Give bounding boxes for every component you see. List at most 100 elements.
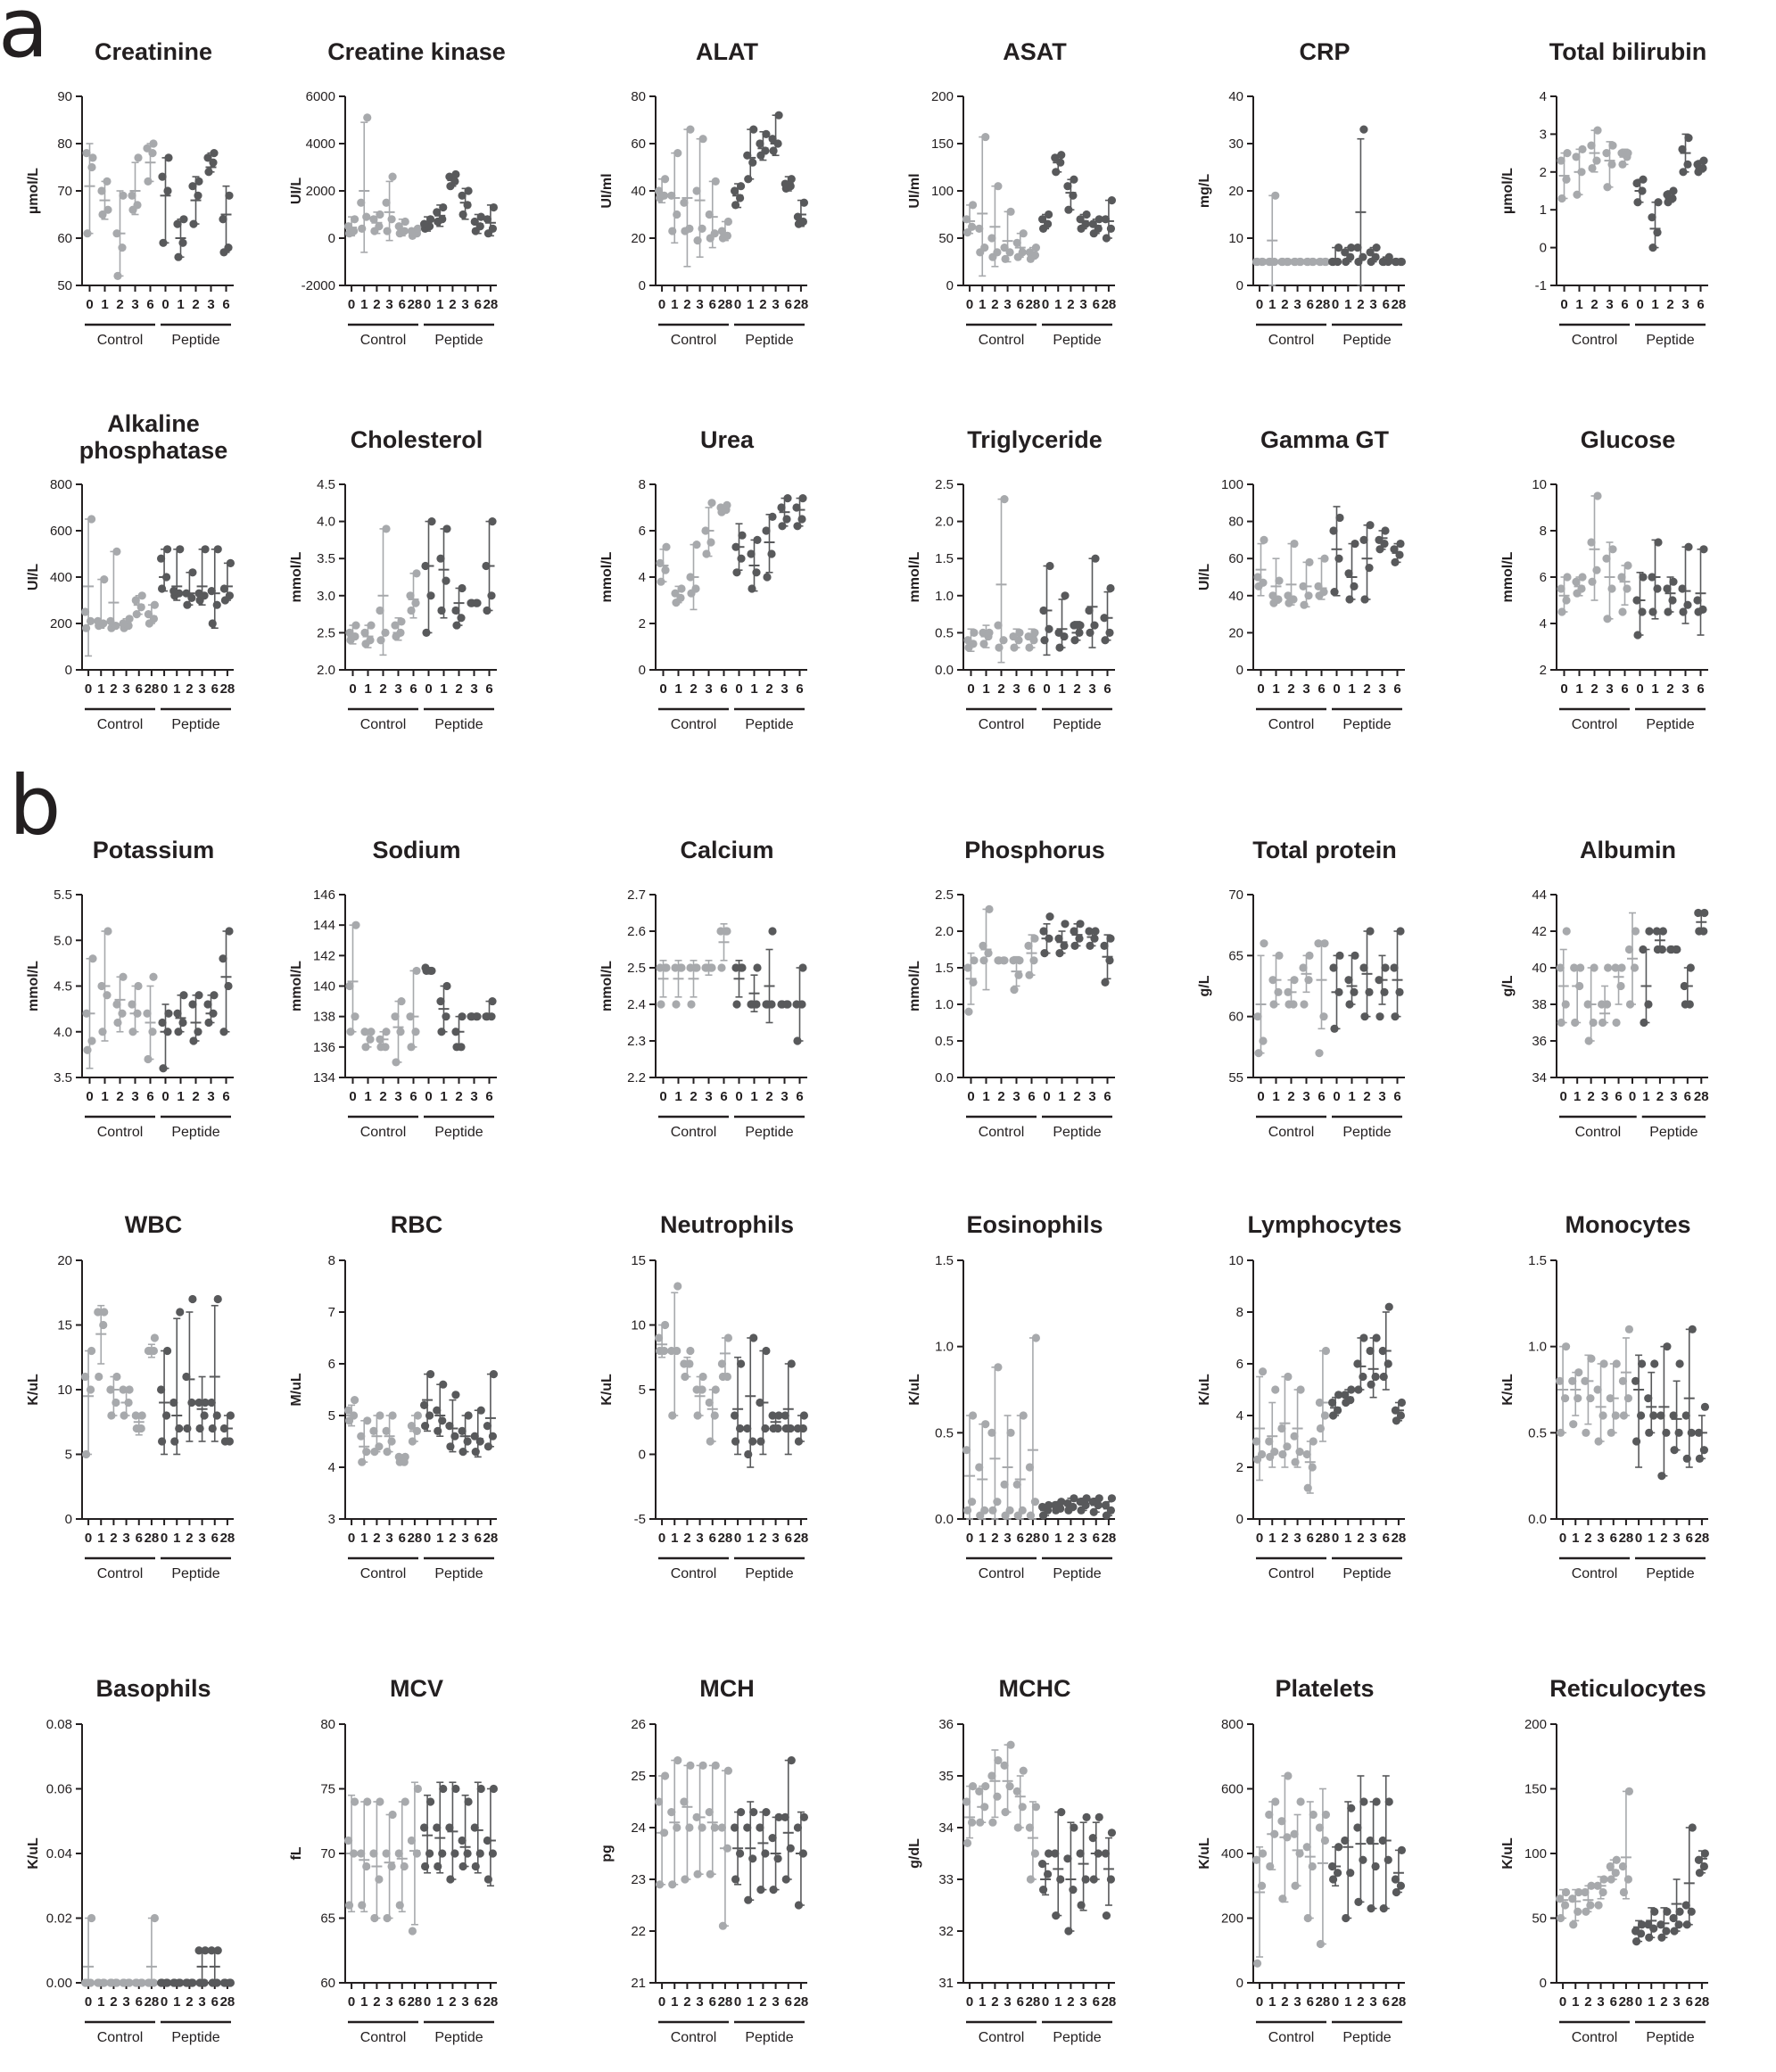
data-point xyxy=(1574,1907,1582,1916)
y-tick-label: 3.5 xyxy=(54,1070,72,1086)
x-tick-label: 6 xyxy=(1383,297,1390,312)
data-point xyxy=(1025,248,1035,257)
x-tick-label: 1 xyxy=(747,297,754,312)
x-tick-label: 6 xyxy=(1686,1994,1693,2010)
data-point xyxy=(103,991,112,1000)
y-tick-label: 80 xyxy=(57,136,72,152)
data-point xyxy=(411,598,420,607)
x-tick-label: 6 xyxy=(146,297,153,312)
chart-title: Creatinine xyxy=(95,38,212,65)
data-point xyxy=(219,584,229,593)
data-point xyxy=(1618,1861,1628,1871)
data-point xyxy=(1572,153,1581,161)
x-tick-label: 28 xyxy=(145,681,160,697)
data-point xyxy=(1381,526,1390,535)
data-point xyxy=(1037,215,1047,224)
data-point xyxy=(979,640,988,648)
data-point xyxy=(979,628,987,638)
x-tick-label: 2 xyxy=(759,297,766,312)
data-point xyxy=(1251,257,1261,267)
y-tick-label: 60 xyxy=(57,231,72,246)
data-point xyxy=(442,524,451,533)
data-point xyxy=(452,621,461,630)
data-point xyxy=(97,981,106,991)
y-axis-label: mg/L xyxy=(1197,174,1212,208)
y-tick-label: 200 xyxy=(50,616,72,632)
data-point xyxy=(97,186,106,195)
data-point xyxy=(692,186,701,195)
data-point xyxy=(201,545,210,554)
x-tick-label: 2 xyxy=(1666,297,1673,312)
data-point xyxy=(458,210,467,219)
data-point xyxy=(1602,149,1611,158)
x-tick-label: 1 xyxy=(1572,1994,1579,2010)
data-point xyxy=(1648,244,1657,252)
data-point xyxy=(1259,578,1268,587)
x-tick-label: 28 xyxy=(220,681,235,697)
data-point xyxy=(433,208,442,217)
data-point xyxy=(212,600,221,609)
x-tick-label: 0 xyxy=(348,297,355,312)
x-tick-label: 0 xyxy=(967,681,974,697)
data-point xyxy=(1040,636,1049,645)
data-point xyxy=(376,210,384,219)
y-tick-label: 0 xyxy=(639,278,646,293)
data-point xyxy=(673,210,681,219)
data-point xyxy=(1683,160,1692,169)
data-point xyxy=(83,1045,92,1054)
data-point xyxy=(133,201,142,210)
y-tick-label: 4.0 xyxy=(54,1025,72,1040)
data-point xyxy=(763,573,772,582)
data-point xyxy=(383,227,392,235)
data-point xyxy=(702,549,711,558)
data-point xyxy=(1587,538,1596,547)
data-point xyxy=(768,512,777,522)
data-point xyxy=(692,541,701,549)
data-point xyxy=(438,215,447,224)
y-tick-label: 5.0 xyxy=(54,933,72,948)
y-tick-label: 0 xyxy=(1540,241,1547,256)
y-axis-label: UI/L xyxy=(26,564,41,590)
x-tick-label: 6 xyxy=(136,681,143,697)
data-point xyxy=(716,503,725,512)
data-point xyxy=(1593,1881,1602,1890)
data-point xyxy=(1638,186,1647,195)
x-tick-label: 1 xyxy=(360,297,368,312)
y-tick-label: 80 xyxy=(1228,515,1243,530)
x-tick-label: 6 xyxy=(146,1089,153,1104)
data-point xyxy=(1391,557,1400,566)
data-point xyxy=(425,215,435,224)
group-label: Control xyxy=(97,717,144,732)
data-point xyxy=(473,598,482,607)
x-tick-label: 0 xyxy=(1332,297,1339,312)
data-point xyxy=(144,177,153,186)
group-label: Peptide xyxy=(745,333,793,348)
x-tick-label: 1 xyxy=(1058,681,1065,697)
chart-title: Urea xyxy=(700,426,755,453)
data-point xyxy=(225,591,235,600)
x-tick-label: 3 xyxy=(131,1089,138,1104)
data-point xyxy=(1012,238,1021,247)
data-point xyxy=(707,499,716,508)
x-tick-label: 3 xyxy=(1369,297,1376,312)
data-point xyxy=(1618,160,1627,169)
data-point xyxy=(1664,607,1673,616)
data-point xyxy=(1334,244,1343,252)
y-tick-label: 100 xyxy=(1524,1846,1547,1861)
data-point xyxy=(1653,228,1662,237)
data-point xyxy=(187,593,196,603)
data-point xyxy=(407,227,417,235)
data-point xyxy=(1107,196,1117,205)
x-tick-label: 1 xyxy=(1268,297,1276,312)
data-point xyxy=(176,545,185,554)
x-tick-label: 3 xyxy=(705,681,712,697)
x-tick-label: 6 xyxy=(1318,681,1325,697)
data-point xyxy=(1366,521,1375,530)
data-point xyxy=(656,558,665,568)
data-point xyxy=(118,1009,127,1018)
group-label: Peptide xyxy=(171,717,219,732)
data-point xyxy=(437,606,446,615)
x-tick-label: 6 xyxy=(475,297,482,312)
